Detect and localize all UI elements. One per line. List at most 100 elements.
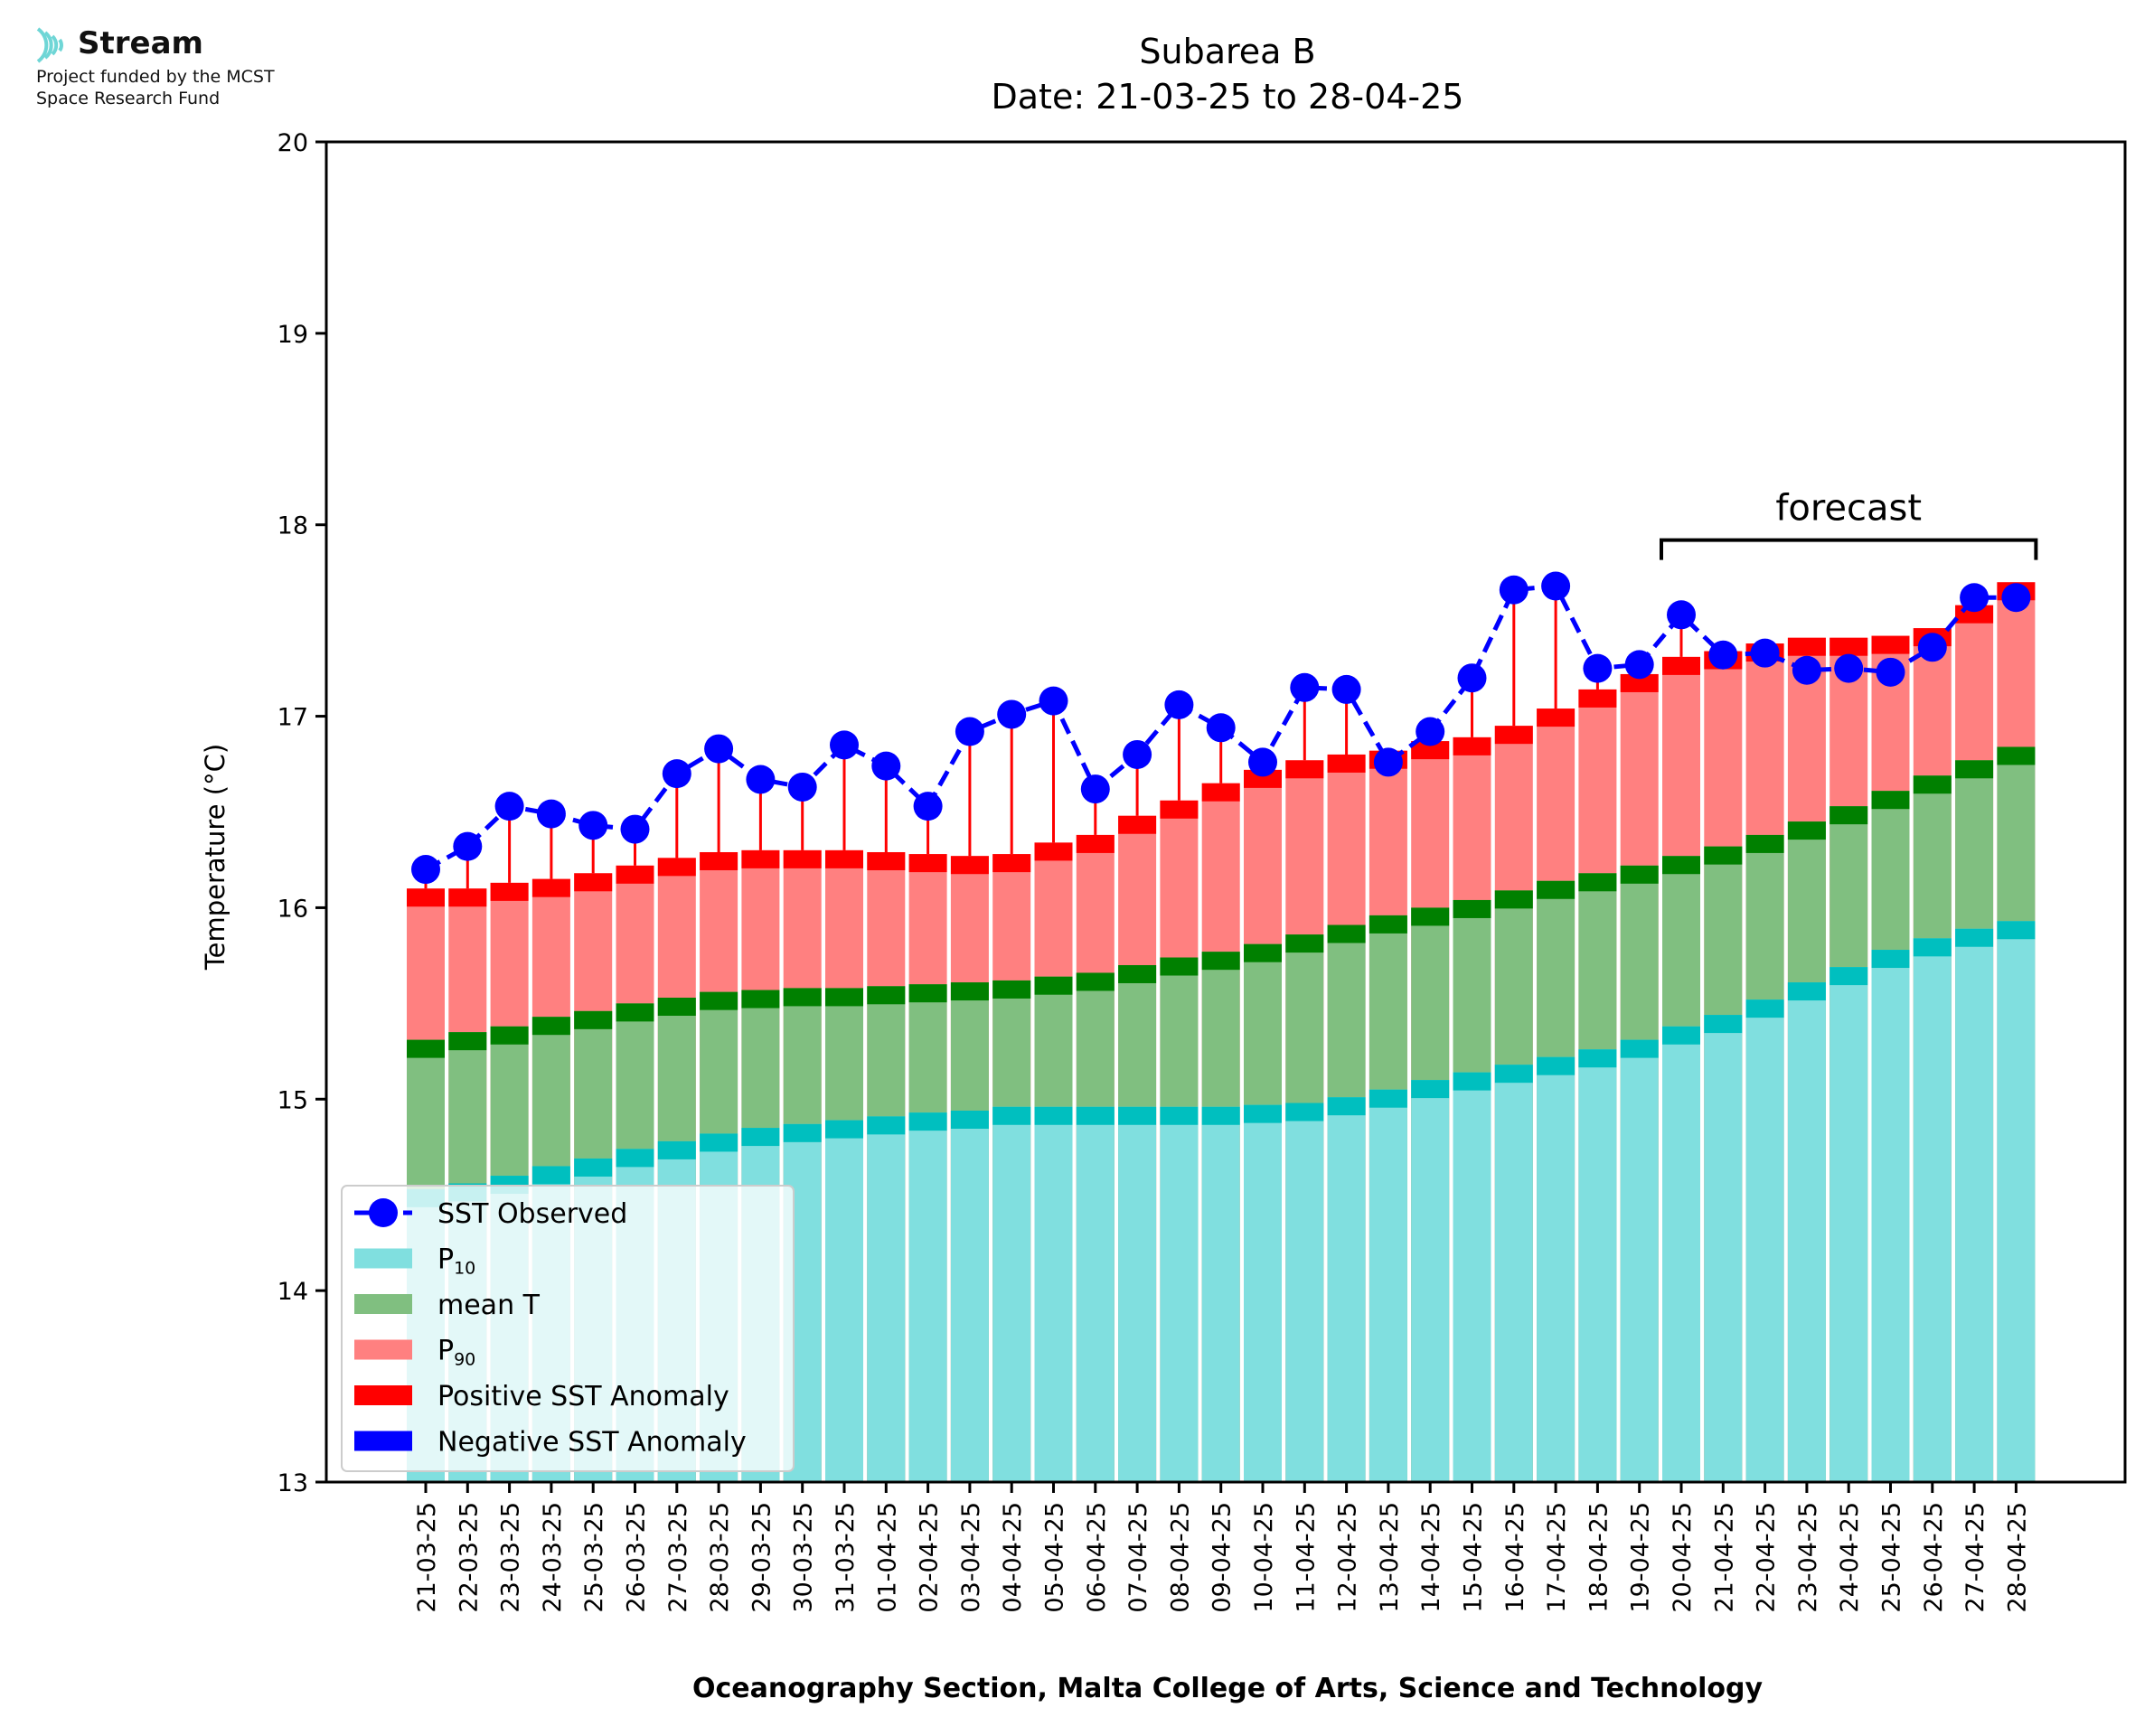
bar-p10-edge xyxy=(867,1116,906,1135)
bar-p10-edge xyxy=(1745,999,1784,1018)
stream-logo-icon xyxy=(36,27,63,63)
x-tick-label: 22-04-25 xyxy=(1753,1502,1781,1613)
sst-observed-point xyxy=(1457,663,1487,693)
bar-p90-edge xyxy=(1201,783,1240,802)
bar-p10 xyxy=(1494,1065,1533,1482)
sst-observed-point xyxy=(1206,713,1236,743)
legend-box xyxy=(341,1185,795,1472)
bar-mean-edge xyxy=(1160,957,1199,976)
legend-swatch xyxy=(354,1294,412,1314)
bar-p10 xyxy=(825,1120,863,1482)
bar-p10 xyxy=(1201,1106,1240,1482)
sst-observed-point xyxy=(1708,640,1738,670)
bar-p10-edge xyxy=(1787,982,1826,1001)
bar-mean-edge xyxy=(1871,791,1910,810)
sst-observed-point xyxy=(830,730,859,760)
bar-p10 xyxy=(1034,1106,1073,1482)
x-tick-label: 14-04-25 xyxy=(1417,1502,1445,1613)
bar-p90-edge xyxy=(1620,673,1659,692)
bar-mean-edge xyxy=(1537,880,1576,899)
x-tick-label: 30-03-25 xyxy=(790,1502,818,1613)
bar-p90-edge xyxy=(741,849,780,868)
bar-mean-edge xyxy=(1955,760,1994,779)
bar-p10 xyxy=(992,1106,1031,1482)
bar-p10-edge xyxy=(1871,950,1910,969)
x-axis-label: Oceanography Section, Malta College of A… xyxy=(692,1673,1764,1704)
sst-observed-point xyxy=(494,792,524,821)
bar-mean-edge xyxy=(825,988,863,1007)
bar-p90-edge xyxy=(1118,815,1157,834)
bar-p10-edge xyxy=(1913,938,1952,957)
sst-observed-point xyxy=(1541,571,1571,601)
bar-mean-edge xyxy=(1704,846,1743,865)
sst-observed-point xyxy=(1290,672,1320,702)
bar-p10-edge xyxy=(1160,1106,1199,1125)
bar-p10 xyxy=(1829,967,1868,1482)
logo-name: Stream xyxy=(78,25,203,61)
x-tick-label: 16-04-25 xyxy=(1501,1502,1529,1613)
sst-observed-point xyxy=(1164,690,1194,719)
y-tick-label: 15 xyxy=(277,1086,308,1114)
x-tick-label: 29-03-25 xyxy=(748,1502,776,1613)
sst-observed-point xyxy=(1583,653,1613,683)
x-tick-label: 25-03-25 xyxy=(580,1502,608,1613)
x-tick-label: 18-04-25 xyxy=(1585,1502,1613,1613)
bar-p10-edge xyxy=(657,1140,696,1159)
bar-p10 xyxy=(950,1110,989,1482)
bar-p10 xyxy=(1411,1080,1450,1482)
legend-swatch xyxy=(354,1385,412,1405)
sst-observed-point xyxy=(1917,633,1947,662)
sst-observed-point xyxy=(1416,717,1445,746)
bar-p10 xyxy=(1453,1072,1491,1482)
sst-observed-point xyxy=(1876,657,1905,687)
bar-p10-edge xyxy=(1411,1080,1450,1099)
bar-p10-edge xyxy=(1997,921,2036,940)
sst-observed-point xyxy=(1624,650,1654,680)
bar-p10-edge xyxy=(1662,1026,1700,1045)
bar-p90-edge xyxy=(825,849,863,868)
bar-p10-edge xyxy=(1578,1049,1617,1068)
bar-mean-edge xyxy=(407,1039,445,1058)
bar-mean-edge xyxy=(908,984,947,1003)
bar-p10-edge xyxy=(700,1133,738,1152)
bar-p10-edge xyxy=(1829,967,1868,986)
y-tick-label: 19 xyxy=(277,321,308,349)
bar-mean-edge xyxy=(950,982,989,1001)
x-tick-label: 12-04-25 xyxy=(1334,1502,1362,1613)
bar-p10-edge xyxy=(1285,1103,1324,1121)
sst-observed-point xyxy=(453,831,483,861)
bar-p10-edge xyxy=(825,1120,863,1139)
bar-p10-edge xyxy=(1620,1039,1659,1058)
bar-mean-edge xyxy=(1997,746,2036,765)
bar-p90-edge xyxy=(950,856,989,875)
x-tick-label: 31-03-25 xyxy=(832,1502,860,1613)
legend-entry-mean: mean T xyxy=(437,1290,541,1321)
x-tick-label: 19-04-25 xyxy=(1627,1502,1655,1613)
x-tick-label: 02-04-25 xyxy=(916,1502,944,1613)
y-tick-label: 16 xyxy=(277,895,308,923)
bar-mean-edge xyxy=(490,1026,529,1045)
bar-mean-edge xyxy=(1453,899,1491,918)
x-tick-label: 28-03-25 xyxy=(706,1502,734,1613)
bar-p10-edge xyxy=(1118,1106,1157,1125)
bar-p10-edge xyxy=(1369,1089,1407,1108)
sst-observed-point xyxy=(1080,774,1110,804)
bar-p10-edge xyxy=(992,1106,1031,1125)
sst-observed-point xyxy=(955,717,984,746)
x-tick-label: 01-04-25 xyxy=(873,1502,901,1613)
bar-p10 xyxy=(1913,938,1952,1482)
sst-observed-point xyxy=(2001,583,2031,613)
bar-p10-edge xyxy=(1034,1106,1073,1125)
bar-p90-edge xyxy=(1453,737,1491,755)
sst-observed-point xyxy=(704,734,734,764)
bar-p90-edge xyxy=(992,854,1031,873)
bar-p10-edge xyxy=(1537,1056,1576,1075)
x-tick-label: 23-04-25 xyxy=(1794,1502,1822,1613)
bar-p10-edge xyxy=(1076,1106,1115,1125)
y-tick-label: 18 xyxy=(277,512,308,540)
bar-mean-edge xyxy=(1494,890,1533,909)
bar-p90-edge xyxy=(1871,635,1910,654)
bar-p90-edge xyxy=(574,873,613,892)
sst-observed-point xyxy=(787,772,817,802)
